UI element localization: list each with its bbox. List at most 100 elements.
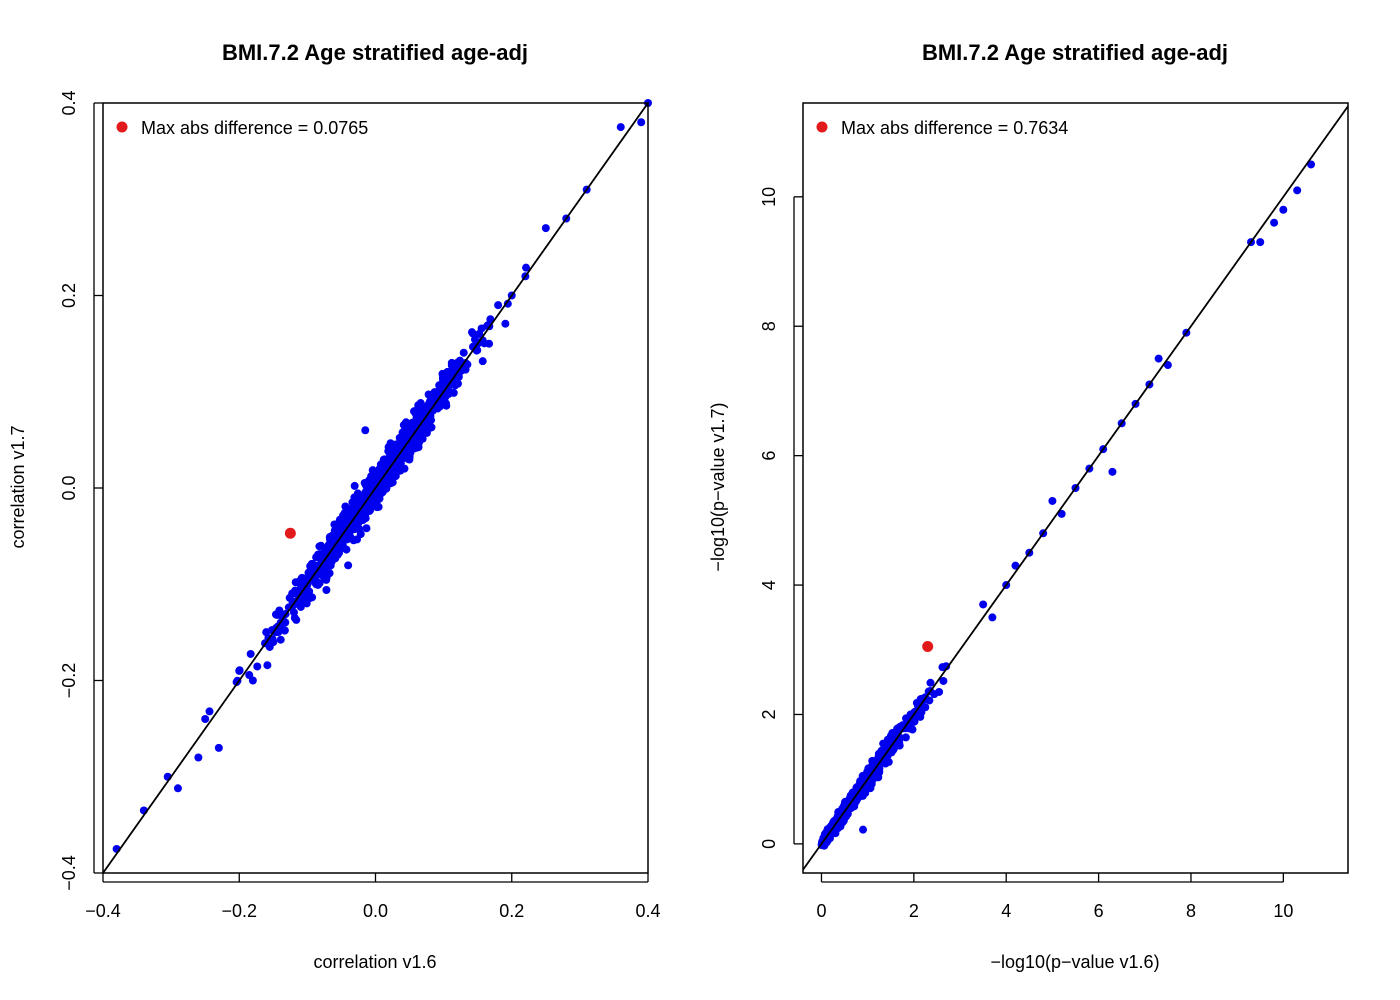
right-y-axis-label: −log10(p−value v1.7) [708,402,728,571]
scatter-point [453,358,462,367]
right-legend-label: Max abs difference = 0.7634 [841,118,1068,138]
right-panel-pvalue: BMI.7.2 Age stratified age-adj −log10(p−… [708,40,1349,972]
scatter-point [269,638,278,646]
right-data-points [859,160,1316,834]
scatter-point [921,703,930,712]
scatter-point [926,678,935,687]
scatter-point [194,753,203,762]
scatter-point [235,666,244,675]
x-tick-label: 10 [1273,901,1293,921]
scatter-point [344,561,353,570]
scatter-point [1154,354,1163,363]
scatter-point [859,825,868,834]
y-tick-label: 0.2 [59,283,79,308]
scatter-point [418,401,427,410]
scatter-point [398,428,407,437]
scatter-point [364,483,373,492]
scatter-point [280,626,289,635]
y-tick-label: 6 [759,451,779,461]
scatter-point [296,599,305,608]
right-legend-marker [816,121,828,133]
scatter-point [426,397,434,406]
scatter-point [427,416,436,425]
scatter-point [310,578,319,587]
scatter-point [382,483,391,492]
scatter-point [914,702,923,711]
scatter-point [385,455,394,464]
left-legend-label: Max abs difference = 0.0765 [141,118,368,138]
scatter-point [322,585,331,594]
left-x-ticks: −0.4 −0.2 0.0 0.2 0.4 [85,873,661,921]
right-y-ticks: 0 2 4 6 8 10 [759,187,803,849]
scatter-point [477,324,486,333]
left-y-ticks: −0.4 −0.2 0.0 0.2 0.4 [59,90,103,891]
scatter-point [290,613,299,622]
scatter-point [1293,186,1302,195]
y-tick-label: 0.0 [59,475,79,500]
scatter-point [405,422,414,431]
scatter-point [424,390,433,399]
scatter-point [879,745,888,754]
scatter-point [205,707,214,716]
scatter-point [357,493,366,502]
scatter-point [350,481,359,490]
left-plot-frame [102,102,649,874]
scatter-point [339,511,348,520]
y-tick-label: 0 [759,839,779,849]
scatter-point [397,444,406,453]
x-tick-label: 0 [816,901,826,921]
scatter-point [263,661,272,670]
y-tick-label: 2 [759,709,779,719]
y-tick-label: −0.2 [59,663,79,699]
scatter-point [372,497,381,506]
y-tick-label: 0.4 [59,90,79,115]
x-tick-label: 4 [1001,901,1011,921]
right-identity-line [802,105,1349,871]
scatter-point [330,526,339,535]
scatter-point [979,600,988,609]
scatter-point [503,299,512,308]
left-legend-marker [116,121,128,133]
scatter-point [1108,467,1117,476]
scatter-point [348,507,357,516]
x-tick-label: 6 [1094,901,1104,921]
scatter-point [916,712,925,721]
scatter-point [522,263,531,272]
scatter-point [411,409,420,418]
right-x-ticks: 0 2 4 6 8 10 [816,873,1293,921]
scatter-point [939,676,948,685]
scatter-point [459,348,468,357]
scatter-point [494,301,503,310]
scatter-point [1048,496,1057,505]
left-point-cloud [205,263,531,716]
scatter-point [541,224,550,233]
scatter-point [478,357,487,366]
scatter-point [411,430,420,439]
scatter-point [438,369,447,378]
scatter-point [214,743,223,752]
scatter-point [325,533,334,542]
right-chart-title: BMI.7.2 Age stratified age-adj [922,40,1228,65]
scatter-point [1270,218,1279,227]
scatter-point [480,339,489,348]
scatter-point [388,478,397,487]
y-tick-label: −0.4 [59,855,79,891]
scatter-point [423,421,432,430]
x-tick-label: 0.2 [499,901,524,921]
scatter-point [302,599,311,608]
left-x-axis-label: correlation v1.6 [313,952,436,972]
scatter-point [1057,509,1066,518]
scatter-point [1256,238,1265,247]
scatter-point [1279,205,1288,214]
scatter-point [422,428,431,437]
scatter-point [246,649,255,658]
scatter-point [173,784,182,793]
scatter-point [271,610,280,619]
scatter-point [276,635,285,644]
y-tick-label: 4 [759,580,779,590]
scatter-point [405,445,414,454]
scatter-point [853,792,862,801]
scatter-point [895,741,904,750]
scatter-point [375,465,384,474]
